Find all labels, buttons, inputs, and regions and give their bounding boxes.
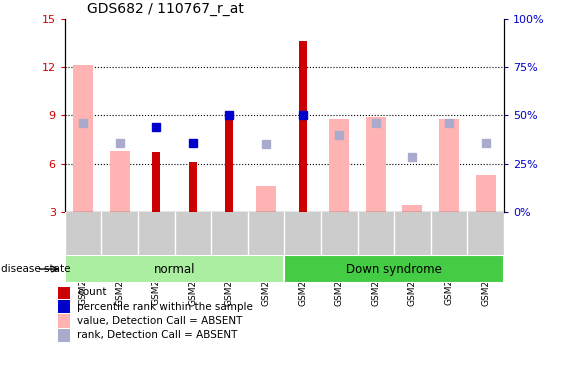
Bar [439, 118, 459, 212]
Text: GDS682 / 110767_r_at: GDS682 / 110767_r_at [87, 2, 244, 16]
Bar [329, 118, 349, 212]
Bar [59, 286, 70, 299]
Bar [366, 117, 386, 212]
Text: rank, Detection Call = ABSENT: rank, Detection Call = ABSENT [77, 330, 238, 340]
Bar [65, 255, 284, 283]
Bar [189, 162, 197, 212]
Bar [152, 152, 160, 212]
Bar [110, 151, 129, 212]
Bar [284, 255, 504, 283]
Bar [403, 206, 422, 212]
Bar [59, 300, 70, 313]
Text: disease state: disease state [1, 264, 70, 274]
Bar [225, 116, 234, 212]
Bar [59, 315, 70, 328]
Bar [256, 186, 276, 212]
Text: Down syndrome: Down syndrome [346, 262, 442, 276]
Text: percentile rank within the sample: percentile rank within the sample [77, 302, 253, 312]
Text: normal: normal [154, 262, 195, 276]
Bar [476, 175, 495, 212]
Text: count: count [77, 287, 107, 297]
Bar [298, 41, 307, 212]
Bar [59, 329, 70, 342]
Bar [73, 65, 93, 212]
Text: value, Detection Call = ABSENT: value, Detection Call = ABSENT [77, 316, 243, 326]
